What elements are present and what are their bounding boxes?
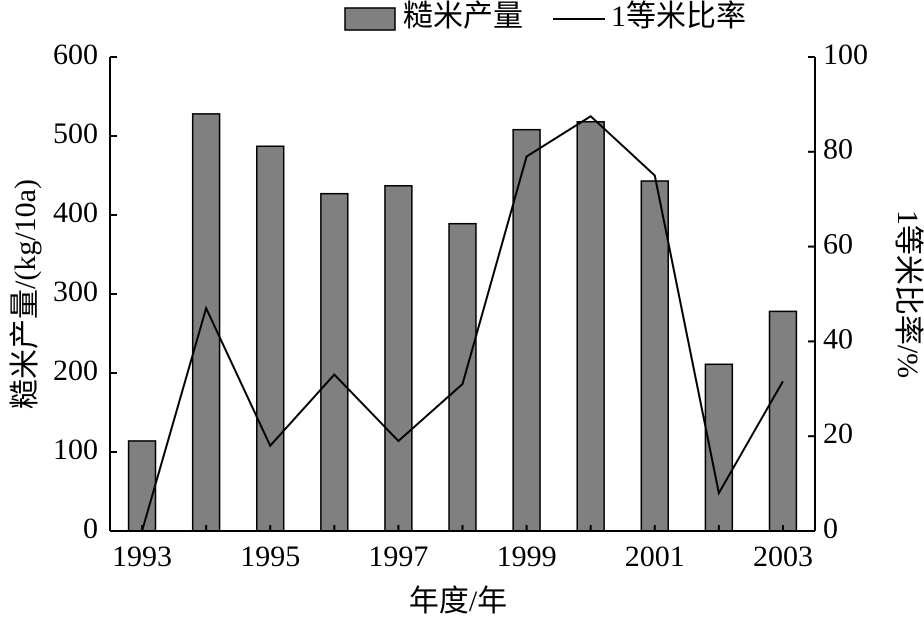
bar — [384, 185, 413, 532]
bar — [576, 121, 605, 532]
y2-tick-label: 100 — [823, 38, 868, 71]
x-tick-label: 2003 — [753, 540, 813, 573]
x-tick-label: 2001 — [625, 540, 685, 573]
x-tick-label: 1993 — [112, 540, 172, 573]
line — [141, 114, 784, 532]
bar — [448, 222, 477, 532]
x-axis-label: 年度/年 — [409, 585, 507, 618]
y-axis-label: 糙米产量/(kg/10a) — [9, 179, 42, 409]
y-tick-label: 0 — [83, 512, 98, 545]
y-tick-label: 100 — [53, 433, 98, 466]
y2-tick-label: 60 — [823, 227, 853, 260]
bar — [768, 310, 798, 532]
bar — [127, 440, 157, 532]
y-tick-label: 500 — [53, 117, 98, 150]
bar — [512, 128, 541, 532]
bar — [320, 192, 349, 532]
y-tick-label: 400 — [53, 196, 98, 229]
y-tick-label: 600 — [53, 38, 98, 71]
y2-tick-label: 40 — [823, 322, 853, 355]
legend-label: 糙米产量 — [403, 0, 523, 33]
legend-label: 1等米比率 — [611, 0, 746, 33]
y-tick-label: 200 — [53, 354, 98, 387]
y2-tick-label: 20 — [823, 417, 853, 450]
y2-tick-label: 0 — [823, 512, 838, 545]
bar — [640, 180, 669, 532]
x-tick-label: 1995 — [240, 540, 300, 573]
bar — [191, 113, 221, 532]
x-tick-label: 1999 — [497, 540, 557, 573]
y-tick-label: 300 — [53, 275, 98, 308]
bar — [256, 145, 285, 532]
legend-swatch — [344, 7, 396, 31]
y2-axis-label: 1等米比率/% — [891, 210, 924, 378]
x-tick-label: 1997 — [368, 540, 428, 573]
y2-tick-label: 80 — [823, 133, 853, 166]
